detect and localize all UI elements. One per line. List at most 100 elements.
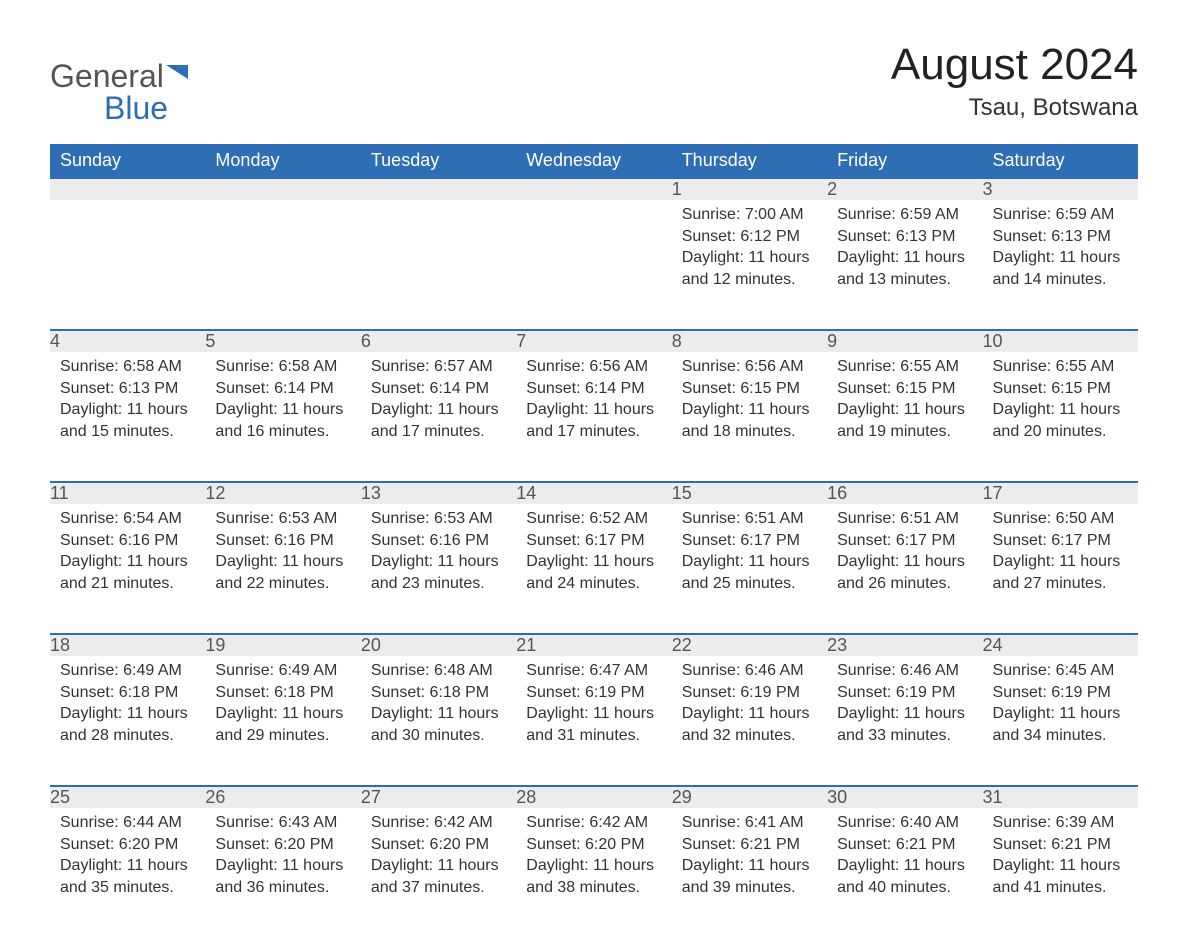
sunset-text: Sunset: 6:15 PM	[837, 378, 972, 400]
sunset-text: Sunset: 6:15 PM	[682, 378, 817, 400]
sunrise-text: Sunrise: 6:54 AM	[60, 508, 195, 530]
daydata-row: Sunrise: 6:44 AMSunset: 6:20 PMDaylight:…	[50, 808, 1138, 938]
day-cell: Sunrise: 6:49 AMSunset: 6:18 PMDaylight:…	[50, 656, 205, 786]
day-number: 6	[361, 330, 516, 352]
daylight-text: Daylight: 11 hours and 23 minutes.	[371, 551, 506, 594]
sunrise-text: Sunrise: 6:57 AM	[371, 356, 506, 378]
sunrise-text: Sunrise: 6:41 AM	[682, 812, 817, 834]
sunrise-text: Sunrise: 6:49 AM	[60, 660, 195, 682]
day-cell: Sunrise: 6:50 AMSunset: 6:17 PMDaylight:…	[983, 504, 1138, 634]
day-cell: Sunrise: 6:43 AMSunset: 6:20 PMDaylight:…	[205, 808, 360, 938]
day-cell: Sunrise: 6:44 AMSunset: 6:20 PMDaylight:…	[50, 808, 205, 938]
weekday-header: Tuesday	[361, 144, 516, 178]
day-cell: Sunrise: 6:42 AMSunset: 6:20 PMDaylight:…	[361, 808, 516, 938]
sunrise-text: Sunrise: 6:51 AM	[682, 508, 817, 530]
sunrise-text: Sunrise: 6:50 AM	[993, 508, 1128, 530]
day-cell: Sunrise: 6:56 AMSunset: 6:14 PMDaylight:…	[516, 352, 671, 482]
day-number: 13	[361, 482, 516, 504]
sunset-text: Sunset: 6:16 PM	[371, 530, 506, 552]
day-cell: Sunrise: 6:49 AMSunset: 6:18 PMDaylight:…	[205, 656, 360, 786]
day-cell: Sunrise: 6:41 AMSunset: 6:21 PMDaylight:…	[672, 808, 827, 938]
sunrise-text: Sunrise: 6:56 AM	[526, 356, 661, 378]
weekday-header-row: SundayMondayTuesdayWednesdayThursdayFrid…	[50, 144, 1138, 178]
day-number: 23	[827, 634, 982, 656]
daynum-row: 45678910	[50, 330, 1138, 352]
day-cell: Sunrise: 6:40 AMSunset: 6:21 PMDaylight:…	[827, 808, 982, 938]
daylight-text: Daylight: 11 hours and 33 minutes.	[837, 703, 972, 746]
empty-cell	[205, 178, 360, 200]
daylight-text: Daylight: 11 hours and 14 minutes.	[993, 247, 1128, 290]
day-number: 25	[50, 786, 205, 808]
sunset-text: Sunset: 6:16 PM	[215, 530, 350, 552]
daylight-text: Daylight: 11 hours and 41 minutes.	[993, 855, 1128, 898]
weekday-header: Thursday	[672, 144, 827, 178]
daylight-text: Daylight: 11 hours and 28 minutes.	[60, 703, 195, 746]
daylight-text: Daylight: 11 hours and 17 minutes.	[526, 399, 661, 442]
sunset-text: Sunset: 6:16 PM	[60, 530, 195, 552]
day-number: 31	[983, 786, 1138, 808]
sunset-text: Sunset: 6:14 PM	[371, 378, 506, 400]
day-number: 9	[827, 330, 982, 352]
day-cell: Sunrise: 6:56 AMSunset: 6:15 PMDaylight:…	[672, 352, 827, 482]
daylight-text: Daylight: 11 hours and 36 minutes.	[215, 855, 350, 898]
day-number: 28	[516, 786, 671, 808]
day-cell: Sunrise: 6:52 AMSunset: 6:17 PMDaylight:…	[516, 504, 671, 634]
sunset-text: Sunset: 6:20 PM	[215, 834, 350, 856]
day-number: 20	[361, 634, 516, 656]
day-number: 4	[50, 330, 205, 352]
daynum-row: 11121314151617	[50, 482, 1138, 504]
weekday-header: Friday	[827, 144, 982, 178]
day-number: 15	[672, 482, 827, 504]
sunset-text: Sunset: 6:17 PM	[993, 530, 1128, 552]
daylight-text: Daylight: 11 hours and 37 minutes.	[371, 855, 506, 898]
daylight-text: Daylight: 11 hours and 25 minutes.	[682, 551, 817, 594]
daylight-text: Daylight: 11 hours and 30 minutes.	[371, 703, 506, 746]
sunset-text: Sunset: 6:17 PM	[837, 530, 972, 552]
day-number: 24	[983, 634, 1138, 656]
day-number: 2	[827, 178, 982, 200]
daylight-text: Daylight: 11 hours and 13 minutes.	[837, 247, 972, 290]
daylight-text: Daylight: 11 hours and 16 minutes.	[215, 399, 350, 442]
sunrise-text: Sunrise: 7:00 AM	[682, 204, 817, 226]
day-cell: Sunrise: 6:59 AMSunset: 6:13 PMDaylight:…	[983, 200, 1138, 330]
day-cell: Sunrise: 6:42 AMSunset: 6:20 PMDaylight:…	[516, 808, 671, 938]
sunset-text: Sunset: 6:21 PM	[682, 834, 817, 856]
sunrise-text: Sunrise: 6:42 AM	[526, 812, 661, 834]
daylight-text: Daylight: 11 hours and 19 minutes.	[837, 399, 972, 442]
day-cell: Sunrise: 6:45 AMSunset: 6:19 PMDaylight:…	[983, 656, 1138, 786]
weekday-header: Wednesday	[516, 144, 671, 178]
sunrise-text: Sunrise: 6:46 AM	[837, 660, 972, 682]
logo: General Blue	[50, 40, 194, 124]
sunset-text: Sunset: 6:18 PM	[60, 682, 195, 704]
day-number: 27	[361, 786, 516, 808]
logo-part2: Blue	[50, 90, 168, 126]
sunset-text: Sunset: 6:15 PM	[993, 378, 1128, 400]
weekday-header: Monday	[205, 144, 360, 178]
daylight-text: Daylight: 11 hours and 17 minutes.	[371, 399, 506, 442]
day-cell: Sunrise: 6:55 AMSunset: 6:15 PMDaylight:…	[983, 352, 1138, 482]
daylight-text: Daylight: 11 hours and 22 minutes.	[215, 551, 350, 594]
sunrise-text: Sunrise: 6:47 AM	[526, 660, 661, 682]
day-cell	[361, 200, 516, 330]
sunrise-text: Sunrise: 6:58 AM	[215, 356, 350, 378]
daylight-text: Daylight: 11 hours and 15 minutes.	[60, 399, 195, 442]
daylight-text: Daylight: 11 hours and 35 minutes.	[60, 855, 195, 898]
daylight-text: Daylight: 11 hours and 18 minutes.	[682, 399, 817, 442]
sunset-text: Sunset: 6:14 PM	[215, 378, 350, 400]
day-cell: Sunrise: 6:46 AMSunset: 6:19 PMDaylight:…	[827, 656, 982, 786]
sunrise-text: Sunrise: 6:40 AM	[837, 812, 972, 834]
page-title: August 2024	[891, 40, 1138, 90]
day-cell: Sunrise: 6:47 AMSunset: 6:19 PMDaylight:…	[516, 656, 671, 786]
sunrise-text: Sunrise: 6:39 AM	[993, 812, 1128, 834]
day-cell: Sunrise: 6:53 AMSunset: 6:16 PMDaylight:…	[361, 504, 516, 634]
day-cell: Sunrise: 6:55 AMSunset: 6:15 PMDaylight:…	[827, 352, 982, 482]
sunset-text: Sunset: 6:20 PM	[526, 834, 661, 856]
daylight-text: Daylight: 11 hours and 27 minutes.	[993, 551, 1128, 594]
sunset-text: Sunset: 6:14 PM	[526, 378, 661, 400]
empty-cell	[516, 178, 671, 200]
location-label: Tsau, Botswana	[891, 94, 1138, 122]
sunrise-text: Sunrise: 6:55 AM	[993, 356, 1128, 378]
daynum-row: 25262728293031	[50, 786, 1138, 808]
daylight-text: Daylight: 11 hours and 20 minutes.	[993, 399, 1128, 442]
day-number: 14	[516, 482, 671, 504]
